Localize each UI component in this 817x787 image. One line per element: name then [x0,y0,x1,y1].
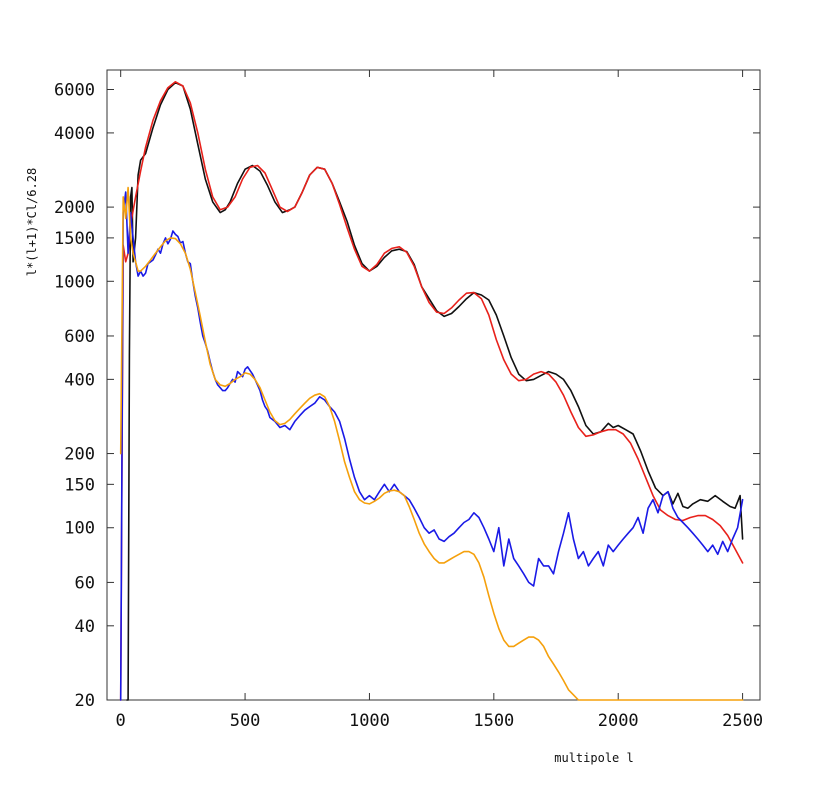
y-tick-label: 4000 [54,124,95,144]
y-tick-label: 6000 [54,81,95,101]
x-tick-label: 2500 [722,711,763,731]
y-tick-label: 40 [75,617,95,637]
y-tick-label: 400 [64,370,95,390]
plot-frame [106,69,761,701]
axis-ticks: 0 500 1000 1500 2000 2500 20 40 60 100 150 200 400 60… [54,70,763,731]
y-tick-label: 1000 [54,272,95,292]
series-line-2 [119,81,744,701]
y-tick-label: 60 [75,573,95,593]
series-line-3 [119,191,744,701]
x-tick-label: 0 [116,711,126,731]
series-line-4 [119,186,744,701]
x-tick-label: 500 [230,711,261,731]
y-tick-label: 1500 [54,229,95,249]
series-line-1 [126,81,744,701]
y-tick-label: 200 [64,445,95,465]
y-tick-label: 2000 [54,198,95,218]
y-tick-label: 600 [64,327,95,347]
x-tick-label: 1000 [349,711,390,731]
x-tick-label: 1500 [473,711,514,731]
y-axis-title: l*(l+1)*Cl/6.28 [25,168,39,276]
y-tick-label: 100 [64,519,95,539]
series-group [119,81,744,701]
y-tick-label: 150 [64,475,95,495]
y-tick-label: 20 [75,691,95,711]
x-tick-label: 2000 [598,711,639,731]
x-axis-title: multipole l [554,751,633,765]
